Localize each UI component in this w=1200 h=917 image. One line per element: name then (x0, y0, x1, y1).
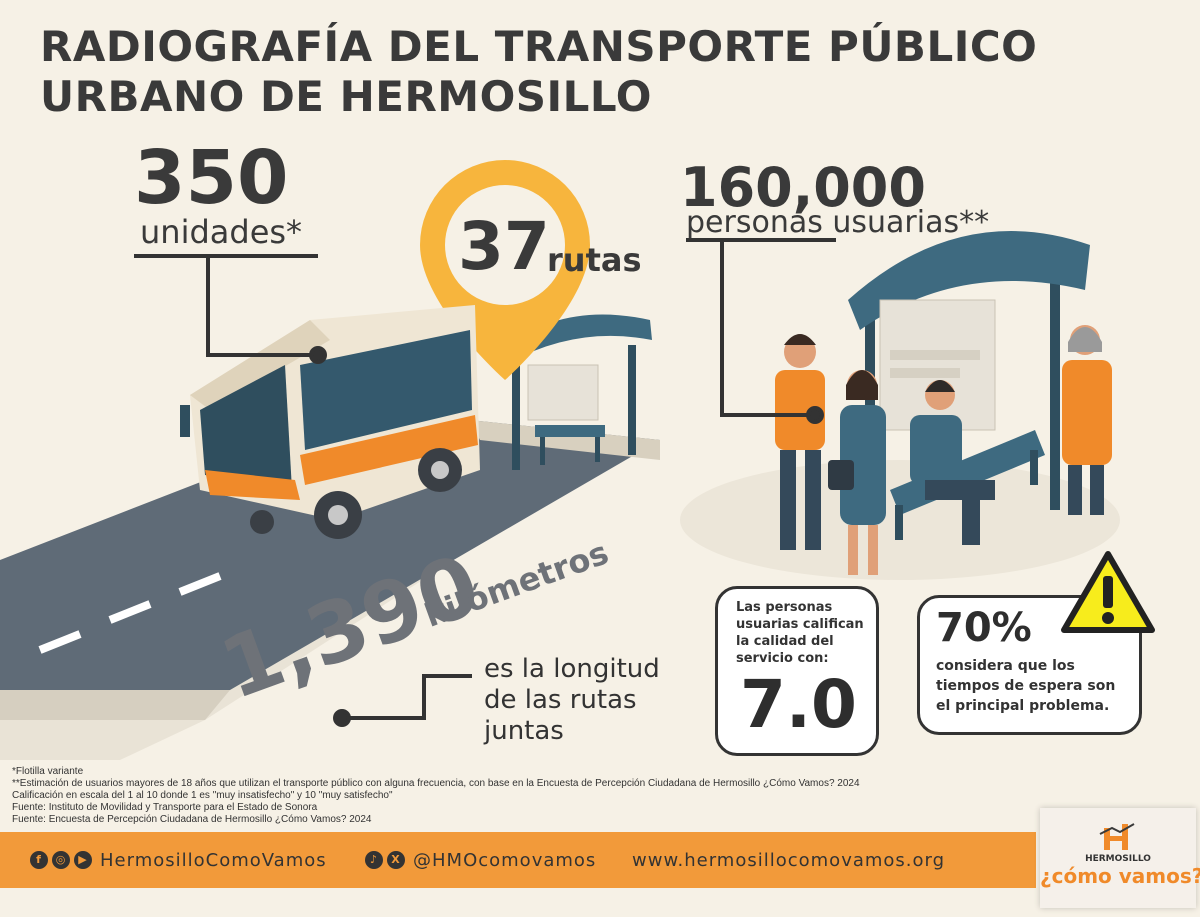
users-label: personas usuarias** (686, 205, 990, 240)
website-text[interactable]: www.hermosillocomovamos.org (632, 849, 946, 871)
facebook-handle[interactable]: HermosilloComoVamos (100, 849, 327, 871)
users-value: 160,000 (680, 156, 926, 219)
bus-stop-right (680, 231, 1120, 580)
tiktok-handle[interactable]: @HMOcomovamos (413, 849, 597, 871)
footnote-3: Calificación en escala del 1 al 10 donde… (12, 790, 393, 801)
footer-bar: f ◎ ▶ HermosilloComoVamos ♪ X @HMOcomova… (0, 832, 1036, 888)
rating-line-2: usuarias califican (736, 617, 864, 632)
logo-big-text: ¿cómo vamos? (1040, 864, 1200, 888)
website-link[interactable]: www.hermosillocomovamos.org (632, 848, 945, 872)
page-title: RADIOGRAFÍA DEL TRANSPORTE PÚBLICO URBAN… (40, 22, 1037, 122)
wait-text: considera que los tiempos de espera son … (936, 656, 1115, 716)
rating-text: Las personas usuarias califican la calid… (736, 599, 864, 667)
length-desc-line-1: es la longitud (484, 654, 660, 684)
bus-stop-left (500, 314, 652, 470)
footnote-1: *Flotilla variante (12, 766, 84, 777)
instagram-icon[interactable]: ◎ (52, 851, 70, 869)
rating-line-3: la calidad del (736, 634, 834, 649)
wait-line-2: tiempos de espera son (936, 678, 1116, 694)
wait-line-1: considera que los (936, 658, 1075, 674)
callout-lines (134, 238, 836, 727)
rating-value: 7.0 (740, 666, 857, 743)
logo-mark-icon (1099, 823, 1135, 850)
title-line-1: RADIOGRAFÍA DEL TRANSPORTE PÚBLICO (40, 22, 1038, 71)
rating-card: Las personas usuarias califican la calid… (715, 586, 879, 756)
youtube-icon[interactable]: ▶ (74, 851, 92, 869)
footnote-2: **Estimación de usuarios mayores de 18 a… (12, 778, 860, 789)
wait-line-3: el principal problema. (936, 698, 1110, 714)
warning-icon (1061, 551, 1155, 633)
footnote-4: Fuente: Instituto de Movilidad y Transpo… (12, 802, 318, 813)
logo-small-text: HERMOSILLO (1085, 854, 1151, 864)
x-icon[interactable]: X (387, 851, 405, 869)
social-facebook-group[interactable]: f ◎ ▶ HermosilloComoVamos (30, 848, 327, 872)
social-tiktok-group[interactable]: ♪ X @HMOcomovamos (365, 848, 596, 872)
wait-value: 70% (936, 605, 1032, 651)
rating-line-4: servicio con: (736, 651, 829, 666)
footnote-5: Fuente: Encuesta de Percepción Ciudadana… (12, 814, 372, 825)
facebook-icon[interactable]: f (30, 851, 48, 869)
units-value: 350 (134, 135, 289, 221)
logo: HERMOSILLO ¿cómo vamos? (1040, 808, 1200, 908)
title-line-2: URBANO DE HERMOSILLO (40, 72, 652, 121)
length-description: es la longitud de las rutas juntas (484, 654, 660, 747)
bus (180, 305, 480, 539)
units-label: unidades* (140, 213, 303, 251)
routes-value: 37 (458, 208, 550, 285)
wait-card: 70% considera que los tiempos de espera … (917, 595, 1142, 735)
length-desc-line-2: de las rutas (484, 685, 637, 715)
people (775, 325, 1112, 575)
road (0, 420, 660, 760)
tiktok-icon[interactable]: ♪ (365, 851, 383, 869)
routes-label: rutas (547, 241, 642, 279)
footnotes: *Flotilla variante **Estimación de usuar… (12, 766, 860, 826)
rating-line-1: Las personas (736, 600, 833, 615)
length-desc-line-3: juntas (484, 716, 564, 746)
